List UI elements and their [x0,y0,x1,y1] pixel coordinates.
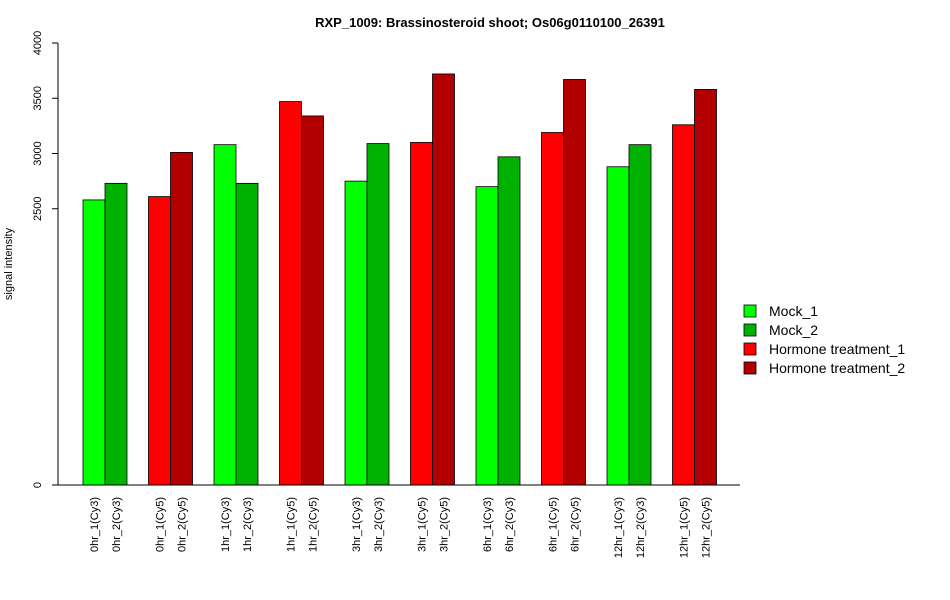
bar [541,132,564,486]
x-tick-label: 3hr_1(Cy3) [351,497,363,552]
bar [606,166,630,486]
legend-swatch [743,342,757,356]
bar [366,143,390,486]
bar [235,182,259,486]
bar [628,144,652,486]
bar [563,79,586,486]
legend-swatch [743,323,757,337]
x-tick-label: 6hr_2(Cy3) [504,497,516,552]
bar [475,186,499,486]
x-tick-label: 1hr_1(Cy5) [286,497,298,552]
legend-label: Mock_2 [769,322,818,338]
bar [672,124,695,486]
bar [694,89,717,486]
bars-group [82,73,717,486]
x-tick-label: 1hr_2(Cy3) [242,497,254,552]
bar [432,73,455,486]
bar [497,156,521,486]
x-tick-label: 3hr_2(Cy5) [439,497,451,552]
y-axis-label: signal intensity [3,227,15,300]
legend-label: Hormone treatment_2 [769,360,905,376]
y-tick-label: 2500 [32,197,44,221]
x-tick-label: 6hr_1(Cy3) [482,497,494,552]
x-tick-label: 3hr_1(Cy5) [417,497,429,552]
y-tick-label: 3500 [32,86,44,110]
x-tick-label: 12hr_2(Cy3) [635,497,647,558]
bar [344,180,368,486]
x-tick-label: 3hr_2(Cy3) [373,497,385,552]
x-tick-label: 12hr_1(Cy5) [679,497,691,558]
legend-swatch [743,361,757,375]
chart-title: RXP_1009: Brassinosteroid shoot; Os06g01… [315,15,665,30]
bar [301,115,324,486]
y-tick-label: 0 [32,482,44,488]
bar [82,199,106,486]
x-tick-label: 1hr_1(Cy3) [220,497,232,552]
bar [170,151,193,486]
x-axis: 0hr_1(Cy3) 0hr_2(Cy3) 0hr_1(Cy5) 0hr_2(Cy5)… [58,484,740,558]
bar [104,182,128,486]
bar [279,101,302,486]
legend-label: Mock_1 [769,303,818,319]
x-tick-label: 1hr_2(Cy5) [308,497,320,552]
y-tick-label: 4000 [32,31,44,55]
legend-label: Hormone treatment_1 [769,341,905,357]
bar [148,196,171,486]
x-tick-label: 0hr_1(Cy5) [155,497,167,552]
x-tick-label: 6hr_2(Cy5) [570,497,582,552]
legend-swatch [743,304,757,318]
legend: Mock_1 Mock_2 Hormone treatment_1 Hormone t… [743,303,905,376]
x-tick-label: 0hr_2(Cy5) [177,497,189,552]
bar [410,142,433,486]
x-tick-label: 6hr_1(Cy5) [548,497,560,552]
y-axis: 0 2500 3000 3500 4000 [32,31,59,488]
x-tick-label: 12hr_2(Cy5) [701,497,713,558]
x-tick-label: 0hr_2(Cy3) [111,497,123,552]
y-tick-label: 3000 [32,141,44,165]
bar [213,144,237,486]
x-tick-label: 0hr_1(Cy3) [89,497,101,552]
x-tick-label: 12hr_1(Cy3) [613,497,625,558]
